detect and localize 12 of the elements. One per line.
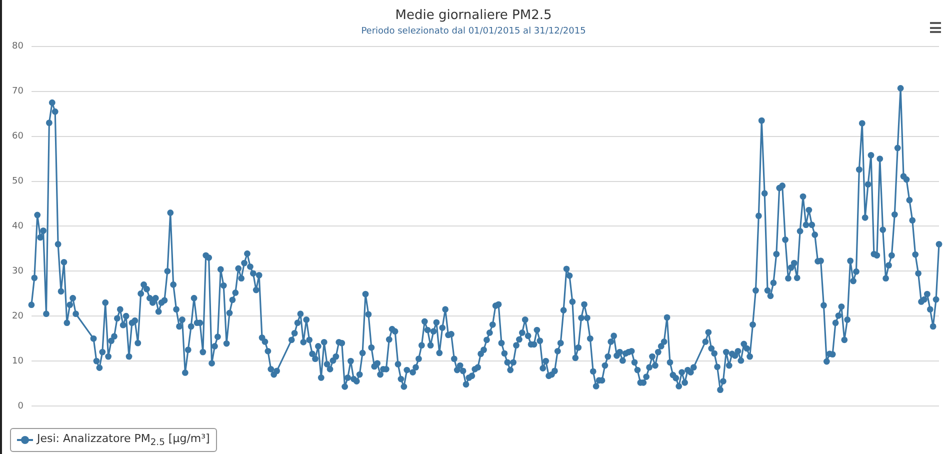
- y-tick-label: 30: [12, 266, 24, 276]
- y-tick-label: 80: [12, 42, 24, 52]
- y-tick-label: 40: [12, 222, 24, 232]
- y-tick-label: 0: [18, 401, 24, 412]
- y-tick-label: 50: [12, 176, 24, 187]
- y-tick-label: 70: [12, 86, 24, 97]
- y-tick-label: 20: [12, 311, 24, 322]
- chart-subtitle: Periodo selezionato dal 01/01/2015 al 31/12/2015: [361, 26, 586, 36]
- y-tick-label: 60: [12, 132, 24, 142]
- chart-title: Medie giornaliere PM2.5: [395, 8, 552, 24]
- legend-label: Jesi: Analizzatore PM$_{2.5}$ [µg/m³]: [37, 432, 210, 448]
- y-tick-label: 10: [12, 356, 24, 366]
